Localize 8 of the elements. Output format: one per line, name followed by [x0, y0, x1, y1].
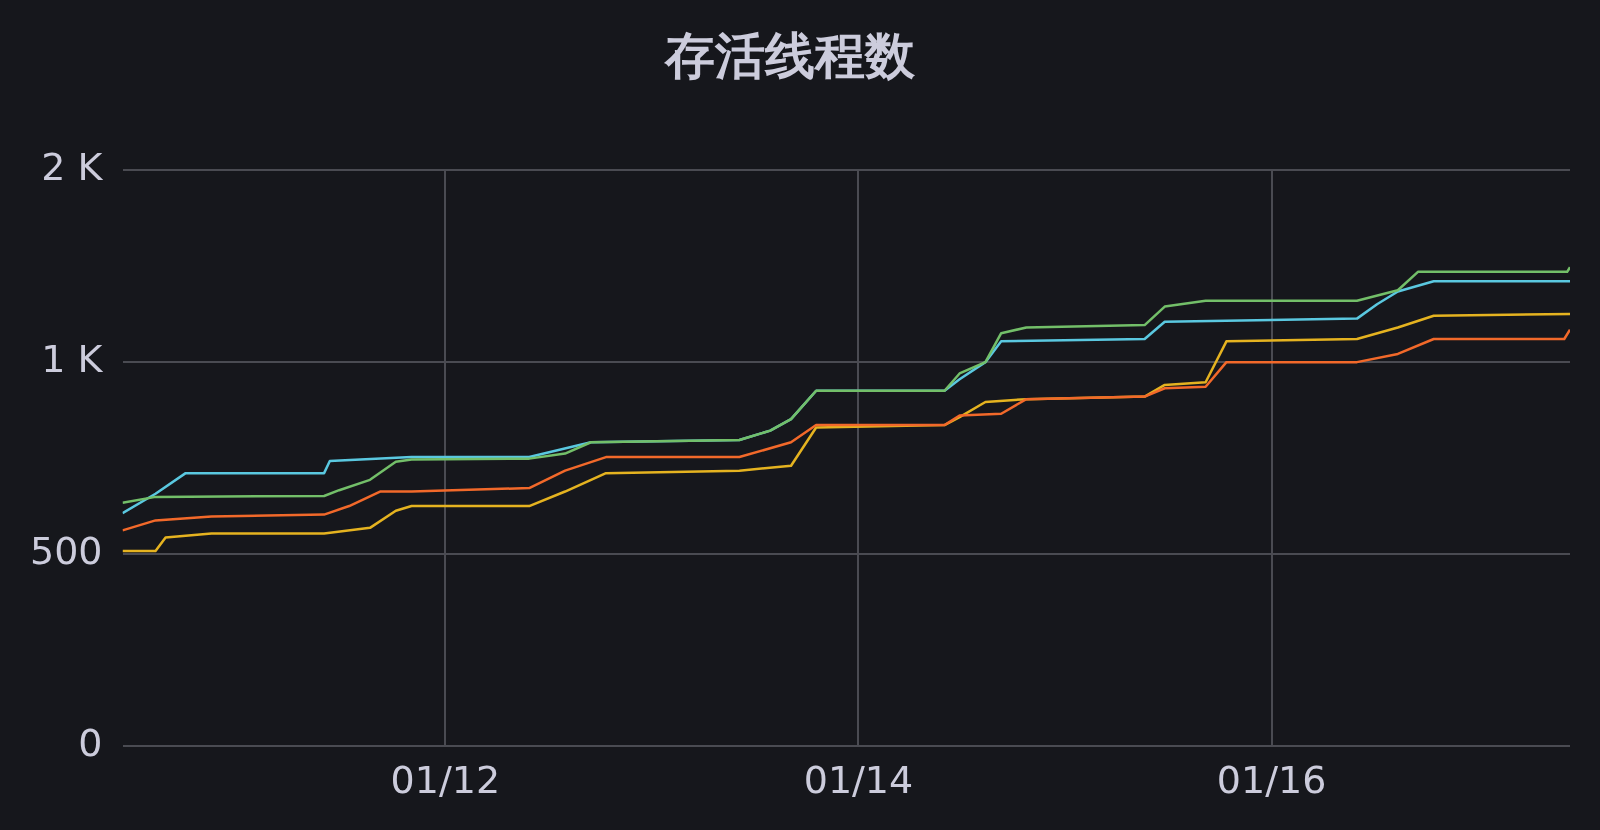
y-tick-label: 500: [30, 529, 103, 574]
x-tick-label: 01/14: [803, 758, 914, 803]
x-tick-label: 01/12: [390, 758, 501, 803]
chart-title: 存活线程数: [663, 26, 916, 85]
x-tick-label: 01/16: [1216, 758, 1327, 803]
y-tick-label: 0: [78, 721, 103, 766]
y-tick-label: 2 K: [41, 144, 104, 189]
y-tick-label: 1 K: [41, 337, 104, 382]
